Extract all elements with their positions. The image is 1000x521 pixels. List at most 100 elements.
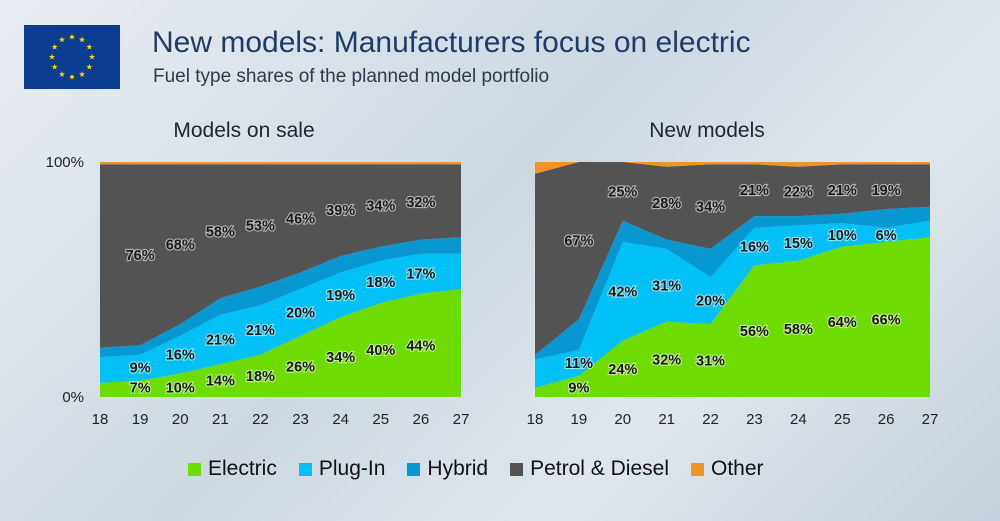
x-tick-label: 25 — [834, 411, 851, 428]
x-tick-label: 22 — [252, 411, 269, 428]
data-label: 26% — [286, 359, 315, 375]
data-label: 7% — [130, 381, 151, 397]
legend-swatch — [407, 462, 421, 476]
data-label: 68% — [166, 237, 195, 253]
flag-star — [58, 36, 66, 43]
data-label: 20% — [696, 294, 725, 310]
data-label: 34% — [326, 350, 355, 366]
legend-label: Electric — [208, 457, 277, 480]
legend-label: Petrol & Diesel — [530, 457, 669, 480]
data-label: 21% — [740, 183, 769, 199]
data-label: 25% — [608, 184, 637, 200]
eu-flag-logo — [24, 25, 120, 89]
legend-label: Plug-In — [318, 457, 386, 480]
flag-star — [78, 36, 86, 43]
area-petrol-diesel — [100, 164, 461, 348]
data-label: 6% — [876, 228, 897, 244]
data-label: 56% — [740, 324, 769, 340]
x-tick-label: 18 — [527, 411, 544, 428]
x-tick-label: 26 — [878, 411, 895, 428]
area-petrol-diesel — [535, 162, 930, 355]
data-label: 19% — [326, 288, 355, 304]
data-label: 10% — [166, 381, 195, 397]
data-label: 17% — [406, 267, 435, 283]
legend-swatch — [690, 462, 704, 476]
area-electric — [100, 288, 461, 397]
page-subtitle: Fuel type shares of the planned model po… — [153, 66, 550, 87]
data-label: 32% — [652, 352, 681, 368]
data-label: 40% — [366, 343, 395, 359]
data-label: 21% — [246, 323, 275, 339]
data-label: 31% — [696, 354, 725, 370]
data-label: 58% — [206, 224, 235, 240]
data-label: 76% — [126, 248, 155, 264]
data-label: 10% — [828, 228, 857, 244]
area-plug-in — [100, 253, 461, 383]
flag-star — [86, 63, 93, 70]
data-label: 53% — [246, 218, 275, 234]
x-tick-label: 25 — [372, 411, 389, 428]
data-label: 16% — [166, 348, 195, 364]
data-label: 46% — [286, 211, 315, 227]
data-label: 34% — [696, 200, 725, 216]
data-label: 32% — [406, 195, 435, 211]
data-label: 44% — [406, 338, 435, 354]
x-tick-label: 22 — [702, 411, 719, 428]
data-label: 14% — [206, 374, 235, 390]
data-label: 64% — [828, 315, 857, 331]
data-label: 9% — [130, 361, 151, 377]
legend-swatch — [188, 462, 201, 476]
x-tick-label: 21 — [212, 411, 229, 428]
data-label: 18% — [366, 275, 395, 291]
x-tick-label: 27 — [453, 411, 470, 428]
y-tick-label: 100% — [46, 154, 84, 171]
chart-title: New models — [649, 119, 765, 142]
chart-title: Models on sale — [173, 119, 314, 142]
area-plug-in — [535, 220, 930, 388]
data-label: 20% — [286, 305, 315, 321]
chart-panel-right: New models 18 19 20 21 22 23 24 25 26 27 9% 24% 32% 31… — [527, 119, 939, 428]
eu-flag-stars — [48, 33, 96, 80]
legend-swatch — [510, 462, 524, 476]
data-label: 34% — [366, 198, 395, 214]
area-hybrid — [100, 237, 461, 358]
data-label: 31% — [652, 278, 681, 294]
flag-star — [68, 33, 76, 40]
legend-item: Hybrid — [407, 457, 488, 481]
x-tick-label: 18 — [92, 411, 109, 428]
data-label: 58% — [784, 322, 813, 338]
data-label: 21% — [828, 183, 857, 199]
area-other — [535, 162, 930, 174]
legend-swatch — [298, 462, 312, 476]
data-label: 39% — [326, 203, 355, 219]
area-electric — [535, 237, 930, 397]
area-hybrid — [535, 206, 930, 360]
flag-star — [78, 71, 86, 77]
data-label: 9% — [568, 381, 589, 397]
data-label: 21% — [206, 332, 235, 348]
data-label: 66% — [872, 312, 901, 328]
legend-item: Petrol & Diesel — [510, 457, 669, 481]
flag-star — [51, 63, 58, 70]
x-tick-label: 19 — [132, 411, 149, 428]
data-label: 24% — [608, 362, 637, 378]
data-label: 28% — [652, 196, 681, 212]
data-label: 19% — [872, 183, 901, 199]
data-label: 11% — [565, 356, 593, 372]
legend-item: Electric — [188, 457, 277, 481]
x-tick-label: 24 — [790, 411, 807, 428]
y-tick-label: 0% — [62, 389, 84, 406]
flag-star — [88, 53, 96, 60]
flag-star — [58, 71, 66, 77]
data-label: 15% — [784, 236, 813, 252]
legend-item: Plug-In — [298, 457, 386, 481]
flag-star — [51, 43, 58, 50]
x-tick-label: 26 — [413, 411, 430, 428]
x-tick-label: 23 — [292, 411, 309, 428]
x-tick-label: 27 — [922, 411, 939, 428]
legend-label: Hybrid — [427, 457, 489, 480]
data-label: 42% — [608, 284, 637, 300]
x-tick-label: 21 — [658, 411, 675, 428]
x-tick-label: 19 — [571, 411, 588, 428]
